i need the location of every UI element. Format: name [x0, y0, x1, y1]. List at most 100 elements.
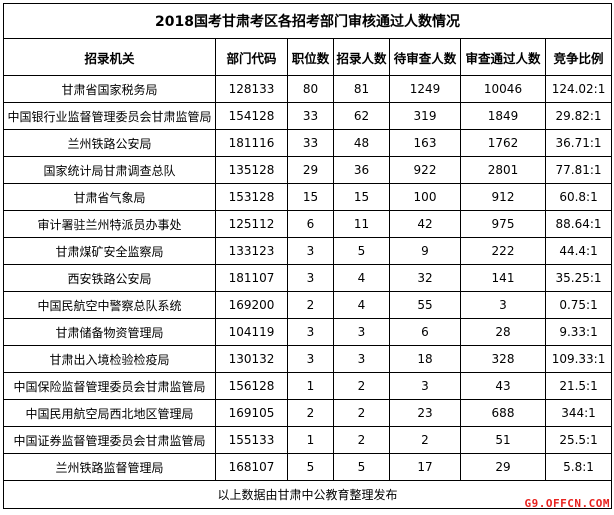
table-cell: 109.33:1 — [544, 345, 613, 373]
table-cell: 18 — [389, 345, 461, 373]
table-footer: 以上数据由甘肃中公教育整理发布 — [2, 480, 613, 509]
table-cell: 125112 — [215, 210, 288, 238]
table-row: 甘肃煤矿安全监察局 133123 3 5 9 222 44.4:1 — [3, 237, 613, 265]
table-row: 兰州铁路公安局 181116 33 48 163 1762 36.71:1 — [3, 129, 613, 157]
table-cell: 25.5:1 — [544, 426, 613, 454]
table-cell: 163 — [389, 129, 461, 157]
table-cell: 2801 — [460, 156, 546, 184]
table-cell: 222 — [460, 237, 546, 265]
table-cell: 甘肃煤矿安全监察局 — [3, 237, 216, 265]
table-row: 甘肃储备物资管理局 104119 3 3 6 28 9.33:1 — [3, 318, 613, 346]
table-cell: 28 — [460, 318, 546, 346]
column-header: 部门代码 — [215, 38, 288, 76]
table-cell: 中国民用航空局西北地区管理局 — [3, 399, 216, 427]
table-cell: 48 — [333, 129, 390, 157]
table-title: 2018国考甘肃考区各招考部门审核通过人数情况 — [2, 3, 613, 39]
table-cell: 33 — [287, 129, 334, 157]
table-cell: 甘肃省国家税务局 — [3, 75, 216, 103]
table-cell: 15 — [287, 183, 334, 211]
table-cell: 344:1 — [544, 399, 613, 427]
data-table: 2018国考甘肃考区各招考部门审核通过人数情况 招录机关 部门代码 职位数 招录人数待… — [2, 3, 613, 509]
column-header: 职位数 — [287, 38, 334, 76]
table-cell: 100 — [389, 183, 461, 211]
table-cell: 6 — [389, 318, 461, 346]
table-cell: 319 — [389, 102, 461, 130]
table-cell: 3 — [287, 318, 334, 346]
table-cell: 912 — [460, 183, 546, 211]
table-cell: 104119 — [215, 318, 288, 346]
column-header: 招录机关 — [3, 38, 216, 76]
table-cell: 3 — [287, 345, 334, 373]
table-cell: 兰州铁路监督管理局 — [3, 453, 216, 481]
table-cell: 29 — [460, 453, 546, 481]
table-cell: 4 — [333, 291, 390, 319]
table-cell: 130132 — [215, 345, 288, 373]
table-cell: 36 — [333, 156, 390, 184]
table-cell: 1249 — [389, 75, 461, 103]
table-cell: 甘肃储备物资管理局 — [3, 318, 216, 346]
table-cell: 155133 — [215, 426, 288, 454]
table-cell: 2 — [333, 372, 390, 400]
table-cell: 2 — [287, 291, 334, 319]
table-cell: 6 — [287, 210, 334, 238]
table-cell: 141 — [460, 264, 546, 292]
table-cell: 169105 — [215, 399, 288, 427]
table-cell: 154128 — [215, 102, 288, 130]
table-cell: 36.71:1 — [544, 129, 613, 157]
table-cell: 审计署驻兰州特派员办事处 — [3, 210, 216, 238]
table-cell: 10046 — [460, 75, 546, 103]
watermark-url: G9.OFFCN.COM — [524, 497, 610, 510]
table-cell: 88.64:1 — [544, 210, 613, 238]
table-cell: 328 — [460, 345, 546, 373]
table-cell: 77.81:1 — [544, 156, 613, 184]
table-cell: 181107 — [215, 264, 288, 292]
table-cell: 西安铁路公安局 — [3, 264, 216, 292]
table-cell: 15 — [333, 183, 390, 211]
table-row: 中国民用航空局西北地区管理局 169105 2 2 23 688 344:1 — [3, 399, 613, 427]
table-cell: 3 — [333, 345, 390, 373]
table-cell: 169200 — [215, 291, 288, 319]
table-cell: 922 — [389, 156, 461, 184]
table-cell: 3 — [333, 318, 390, 346]
column-header: 招录人数 — [333, 38, 390, 76]
table-cell: 81 — [333, 75, 390, 103]
table-cell: 中国民航空中警察总队系统 — [3, 291, 216, 319]
table-cell: 2 — [333, 426, 390, 454]
table-cell: 5 — [287, 453, 334, 481]
table-cell: 兰州铁路公安局 — [3, 129, 216, 157]
table-cell: 3 — [287, 264, 334, 292]
table-cell: 0.75:1 — [544, 291, 613, 319]
table-cell: 1 — [287, 426, 334, 454]
table-cell: 2 — [287, 399, 334, 427]
table-cell: 35.25:1 — [544, 264, 613, 292]
table-cell: 1762 — [460, 129, 546, 157]
table-cell: 3 — [389, 372, 461, 400]
table-cell: 1849 — [460, 102, 546, 130]
table-cell: 181116 — [215, 129, 288, 157]
table-cell: 17 — [389, 453, 461, 481]
table-cell: 国家统计局甘肃调查总队 — [3, 156, 216, 184]
table-cell: 5.8:1 — [544, 453, 613, 481]
table-cell: 9 — [389, 237, 461, 265]
table-row: 西安铁路公安局 181107 3 4 32 141 35.25:1 — [3, 264, 613, 292]
table-cell: 中国银行业监督管理委员会甘肃监管局 — [3, 102, 216, 130]
table-cell: 29 — [287, 156, 334, 184]
table-cell: 156128 — [215, 372, 288, 400]
table-cell: 32 — [389, 264, 461, 292]
table-cell: 23 — [389, 399, 461, 427]
table-row: 中国银行业监督管理委员会甘肃监管局 154128 33 62 319 1849 29.82:… — [3, 102, 613, 130]
table-cell: 5 — [333, 453, 390, 481]
column-header: 竞争比例 — [544, 38, 613, 76]
column-header: 审查通过人数 — [460, 38, 546, 76]
table-cell: 153128 — [215, 183, 288, 211]
table-row: 兰州铁路监督管理局 168107 5 5 17 29 5.8:1 — [3, 453, 613, 481]
table-cell: 5 — [333, 237, 390, 265]
table-cell: 29.82:1 — [544, 102, 613, 130]
table-cell: 44.4:1 — [544, 237, 613, 265]
header-row: 招录机关 部门代码 职位数 招录人数 待审查人数 审查通过人数 竞争比例 — [3, 38, 613, 76]
table-cell: 中国证券监督管理委员会甘肃监管局 — [3, 426, 216, 454]
table-cell: 1 — [287, 372, 334, 400]
table-cell: 甘肃出入境检验检疫局 — [3, 345, 216, 373]
table-cell: 2 — [333, 399, 390, 427]
table-cell: 133123 — [215, 237, 288, 265]
